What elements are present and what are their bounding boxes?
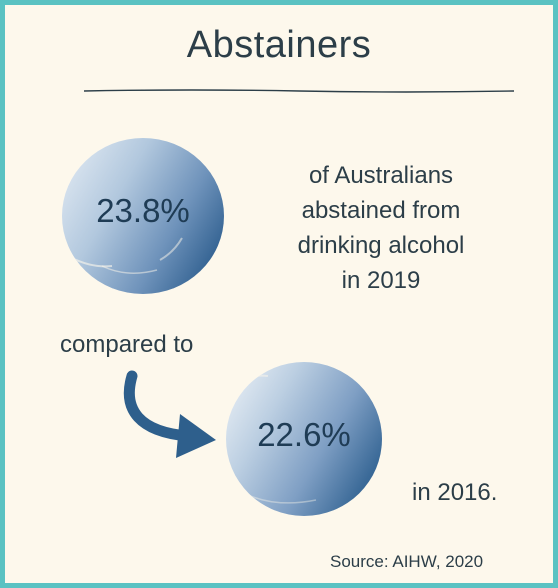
stat-2019-value: 23.8% xyxy=(96,192,190,229)
stat-2016-year-label: in 2016. xyxy=(412,479,498,506)
brush-texture xyxy=(71,237,183,274)
stat-2016-value: 22.6% xyxy=(257,416,351,453)
description-line: abstained from xyxy=(301,197,461,224)
description-line: in 2019 xyxy=(341,267,421,294)
brush-texture xyxy=(231,374,317,504)
title-divider xyxy=(84,89,514,93)
stat-2019-description: of Australians abstained from drinking a… xyxy=(268,158,494,298)
curved-down-right-arrow-icon xyxy=(123,370,216,458)
description-line: of Australians xyxy=(308,162,454,189)
comparison-label: compared to xyxy=(60,331,194,358)
page-title: Abstainers xyxy=(186,24,372,66)
description-line: drinking alcohol xyxy=(297,232,465,259)
stat-2016-circle xyxy=(226,362,382,516)
source-credit: Source: AIHW, 2020 xyxy=(330,552,484,571)
stat-2019-circle xyxy=(62,138,224,294)
